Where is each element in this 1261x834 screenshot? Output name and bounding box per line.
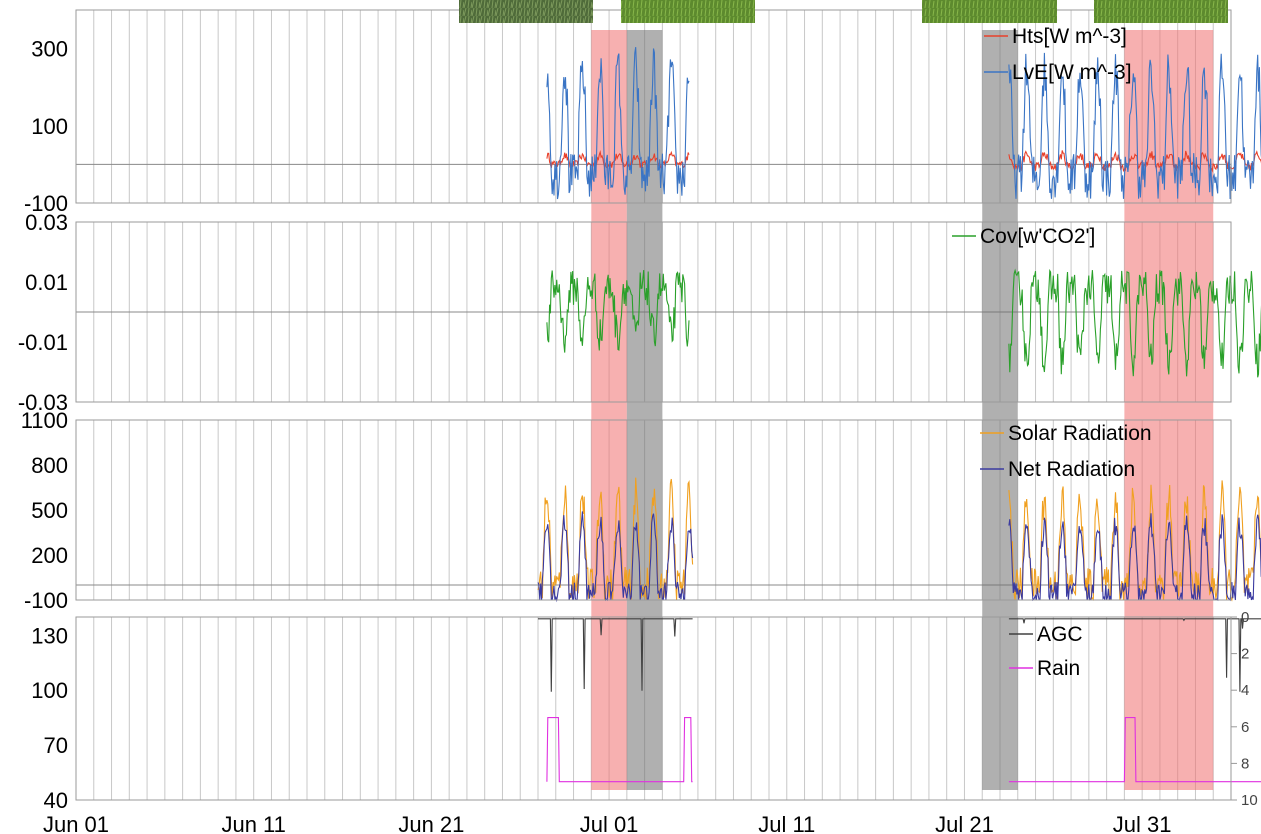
y-tick-label: 800 — [31, 453, 68, 478]
shaded-period — [626, 30, 663, 790]
series-line-solarradiation — [537, 477, 694, 601]
tick-labels: 300100-1000.030.01-0.01-0.03110080050020… — [18, 37, 1258, 834]
legend-entry: Rain — [1037, 657, 1080, 680]
series-line-rain — [1008, 717, 1261, 783]
y-tick-label: 1100 — [21, 408, 68, 433]
y-tick-label: -100 — [24, 588, 68, 613]
series-line-netradiation — [1008, 513, 1261, 602]
canopy-photo-3 — [922, 0, 1057, 23]
x-tick-label: Jun 21 — [398, 812, 464, 834]
panel-frame — [75, 419, 1232, 601]
panel-frame — [75, 221, 1232, 403]
legend-entry: AGC — [1037, 623, 1083, 646]
series-lines — [537, 47, 1261, 783]
series-line-netradiation — [537, 511, 694, 603]
x-tick-label: Jul 01 — [580, 812, 639, 834]
panel-frames — [75, 9, 1237, 801]
x-tick-label: Jun 01 — [43, 812, 109, 834]
series-line-agc — [1008, 618, 1261, 692]
y2-tick-label: 2 — [1241, 646, 1249, 663]
series-line-lvewm — [546, 47, 690, 200]
y2-tick-label: 0 — [1241, 609, 1249, 626]
y2-tick-label: 6 — [1241, 719, 1249, 736]
legend-entry: Hts[W m^-3] — [1012, 25, 1127, 48]
series-line-covwco — [1008, 268, 1261, 378]
legend-entry: Net Radiation — [1008, 458, 1135, 481]
y-tick-label: 200 — [31, 543, 68, 568]
canopy-photo-4 — [1094, 0, 1228, 23]
y-tick-label: 0.03 — [25, 210, 68, 235]
legends: Hts[W m^-3] LvE[W m^-3] Cov[w'CO2'] Solar R… — [952, 25, 1152, 680]
x-tick-label: Jul 21 — [935, 812, 994, 834]
y2-tick-label: 10 — [1241, 792, 1258, 809]
y-tick-label: -100 — [24, 191, 68, 216]
canopy-photos — [459, 0, 1228, 23]
y-tick-label: 100 — [31, 678, 68, 703]
x-tick-label: Jun 11 — [221, 812, 285, 834]
y-tick-label: 130 — [31, 623, 68, 648]
y-tick-label: 500 — [31, 498, 68, 523]
y2-tick-label: 4 — [1241, 682, 1249, 699]
panel-frame — [75, 616, 1232, 801]
legend-entry: LvE[W m^-3] — [1012, 61, 1132, 84]
series-line-agc — [538, 618, 693, 692]
canopy-photo-2 — [621, 0, 755, 23]
y-tick-label: 70 — [44, 733, 68, 758]
shaded-periods — [591, 30, 1214, 790]
y-tick-label: -0.01 — [18, 330, 68, 355]
y-tick-label: 40 — [44, 788, 68, 813]
legend-entry: Solar Radiation — [1008, 422, 1152, 445]
series-line-covwco — [546, 269, 690, 353]
legend-entry: Cov[w'CO2'] — [980, 225, 1095, 248]
y-tick-label: 300 — [31, 37, 68, 62]
x-tick-label: Jul 11 — [758, 812, 815, 834]
shaded-period — [982, 30, 1018, 790]
series-line-rain — [546, 717, 693, 783]
series-line-lvewm — [1008, 52, 1261, 200]
y-tick-label: -0.03 — [18, 390, 68, 415]
y-tick-label: 100 — [31, 114, 68, 139]
canopy-photo-1 — [459, 0, 593, 23]
y2-tick-label: 8 — [1241, 755, 1249, 772]
x-tick-label: Jul 31 — [1113, 812, 1172, 834]
y-tick-label: 0.01 — [25, 270, 68, 295]
